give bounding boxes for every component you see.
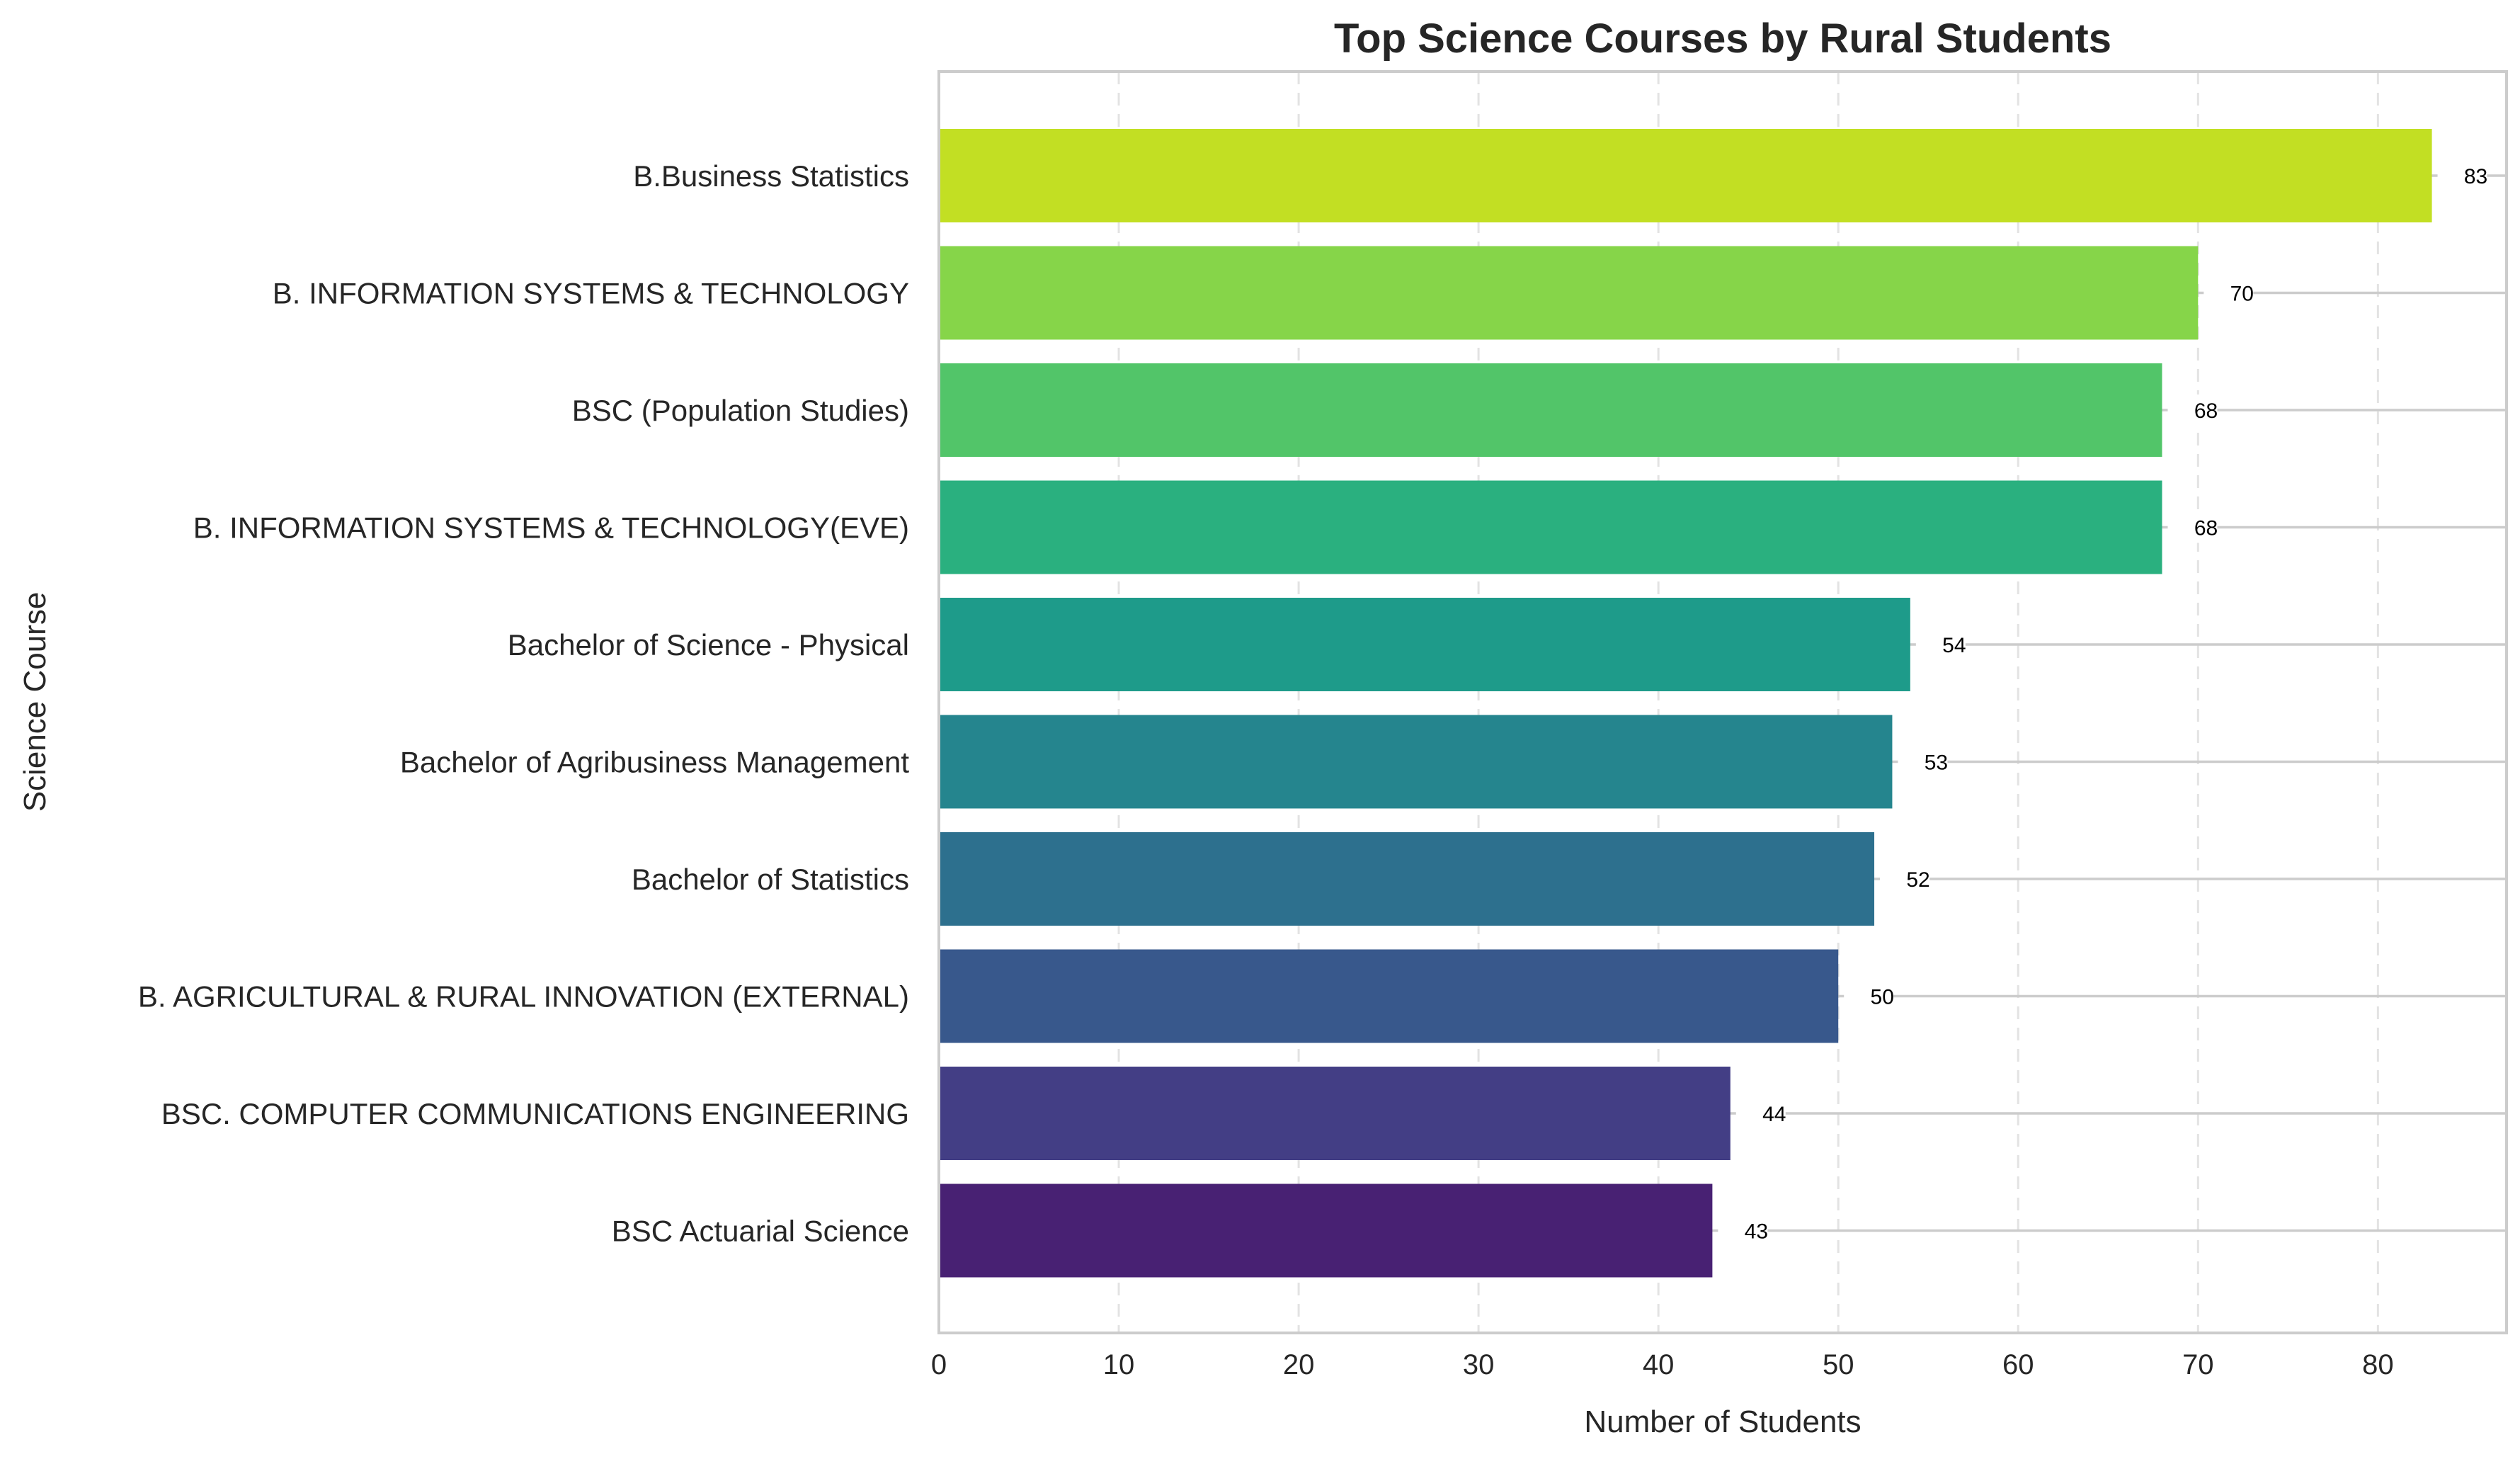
x-tick-label: 40 — [1643, 1349, 1675, 1380]
bar-value-label: 70 — [2230, 283, 2254, 306]
bar-value-label-background — [1735, 1098, 1786, 1129]
bar-value-label: 52 — [1906, 868, 1929, 892]
bar — [939, 715, 1893, 809]
bar-value-label-background — [2167, 394, 2218, 426]
bars-layer: 83 70 68 68 54 53 52 50 44 43 — [939, 129, 2487, 1278]
bar-value-label-background — [1915, 629, 1966, 660]
bar-value-label: 50 — [1871, 986, 1894, 1009]
bar-value-label: 44 — [1762, 1103, 1786, 1126]
bar — [939, 949, 1839, 1043]
bar-value-label: 68 — [2194, 517, 2218, 540]
x-tick-label: 30 — [1463, 1349, 1495, 1380]
bar — [939, 1067, 1731, 1160]
x-tick-label: 60 — [2002, 1349, 2034, 1380]
bar-value-label-background — [2437, 160, 2487, 191]
bar — [939, 1183, 1713, 1278]
y-tick-label: B.Business Statistics — [633, 159, 909, 193]
x-tick-label: 70 — [2182, 1349, 2214, 1380]
bar — [939, 480, 2162, 574]
y-tick-label: B. INFORMATION SYSTEMS & TECHNOLOGY — [273, 277, 909, 310]
y-tick-label: BSC. COMPUTER COMMUNICATIONS ENGINEERING — [161, 1097, 909, 1130]
y-tick-label: Bachelor of Agribusiness Management — [400, 746, 909, 779]
bar-value-label: 54 — [1942, 634, 1966, 657]
x-tick-label: 80 — [2362, 1349, 2394, 1380]
y-tick-label: B. INFORMATION SYSTEMS & TECHNOLOGY(EVE) — [193, 511, 909, 545]
bar-value-label: 83 — [2464, 165, 2487, 188]
plot-frame — [937, 70, 2508, 1334]
bar — [939, 363, 2162, 457]
y-tick-label: Bachelor of Science - Physical — [508, 628, 909, 662]
bar-value-label-background — [1880, 863, 1930, 895]
bar-value-label-background — [2167, 511, 2218, 543]
chart-title: Top Science Courses by Rural Students — [1334, 16, 2111, 62]
bar-value-label: 53 — [1925, 751, 1948, 775]
x-axis-label: Number of Students — [1584, 1404, 1861, 1439]
bar — [939, 832, 1875, 926]
bar-value-label: 43 — [1745, 1220, 1768, 1244]
bar — [939, 246, 2199, 340]
y-tick-label: BSC (Population Studies) — [572, 394, 909, 427]
bar-value-label-background — [1898, 746, 1948, 778]
x-tick-label: 0 — [931, 1349, 947, 1380]
bar — [939, 598, 1910, 691]
x-tick-label: 20 — [1283, 1349, 1315, 1380]
x-tick-labels: 0 10 20 30 40 50 60 70 80 — [931, 1349, 2394, 1380]
bar-value-label-background — [1718, 1215, 1768, 1247]
x-tick-label: 10 — [1103, 1349, 1135, 1380]
bar-value-label: 68 — [2194, 399, 2218, 423]
y-tick-label: B. AGRICULTURAL & RURAL INNOVATION (EXTE… — [138, 980, 909, 1014]
y-tick-labels: B.Business Statistics B. INFORMATION SYST… — [138, 159, 909, 1248]
y-tick-label: Bachelor of Statistics — [632, 863, 909, 896]
bar-value-label-background — [2203, 277, 2254, 309]
bar-value-label-background — [1844, 980, 1894, 1012]
y-tick-label: BSC Actuarial Science — [612, 1215, 909, 1248]
x-tick-label: 50 — [1823, 1349, 1854, 1380]
y-axis-label: Science Course — [18, 592, 52, 812]
bar — [939, 129, 2432, 222]
